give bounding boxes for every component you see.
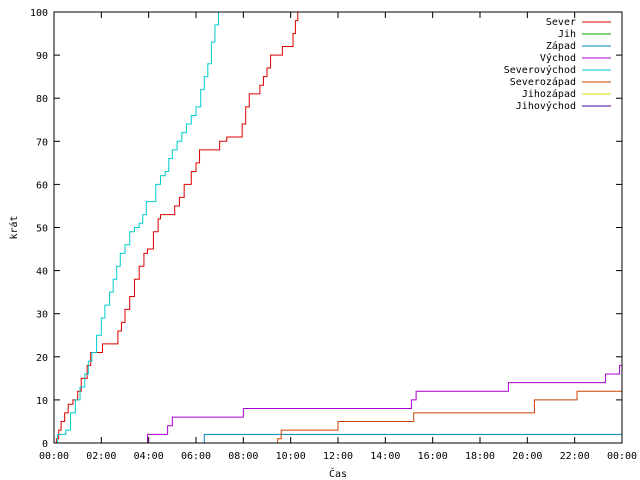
x-tick-label: 14:00 — [370, 451, 400, 462]
legend-label: Jih — [558, 29, 576, 40]
y-tick-label: 50 — [36, 224, 48, 235]
y-tick-label: 70 — [36, 137, 48, 148]
series-line — [54, 364, 622, 443]
x-tick-label: 16:00 — [418, 451, 448, 462]
x-tick-label: 22:00 — [560, 451, 590, 462]
y-axis: 0 10 20 30 40 50 60 70 80 90 100 — [30, 8, 622, 450]
x-axis: 00:00 02:00 04:00 06:00 08:00 10:00 12:00 14:00… — [39, 12, 637, 462]
series-line — [54, 12, 299, 443]
legend-label: Severozápad — [510, 76, 576, 88]
x-tick-label: 10:00 — [276, 451, 306, 462]
y-tick-label: 30 — [36, 310, 48, 321]
x-tick-label: 20:00 — [512, 451, 542, 462]
y-tick-label: 20 — [36, 353, 48, 364]
x-tick-label: 02:00 — [86, 451, 116, 462]
legend: SeverJihZápadVýchodSeverovýchodSeverozáp… — [504, 17, 611, 112]
y-tick-label: 100 — [30, 8, 48, 19]
series-line — [54, 12, 219, 443]
y-tick-label: 40 — [36, 267, 48, 278]
x-tick-label: 00:00 — [39, 451, 69, 462]
y-tick-label: 0 — [42, 439, 48, 450]
series-layer — [54, 12, 622, 443]
legend-label: Jihozápad — [522, 88, 576, 100]
series-line — [54, 390, 622, 443]
y-axis-label: krát — [8, 215, 20, 239]
legend-label: Západ — [546, 40, 576, 52]
y-tick-label: 60 — [36, 180, 48, 191]
x-tick-label: 12:00 — [323, 451, 353, 462]
x-tick-label: 18:00 — [465, 451, 495, 462]
x-tick-label: 08:00 — [228, 451, 258, 462]
legend-label: Severovýchod — [504, 64, 576, 76]
x-tick-label: 06:00 — [181, 451, 211, 462]
x-axis-label: Čas — [329, 467, 347, 480]
y-tick-label: 90 — [36, 51, 48, 62]
series-line — [54, 433, 622, 443]
y-tick-label: 80 — [36, 94, 48, 105]
legend-label: Jihovýchod — [516, 100, 576, 112]
y-tick-label: 10 — [36, 396, 48, 407]
x-tick-label: 00:00 — [607, 451, 637, 462]
legend-label: Sever — [546, 17, 576, 28]
x-tick-label: 04:00 — [134, 451, 164, 462]
legend-label: Východ — [540, 52, 576, 64]
